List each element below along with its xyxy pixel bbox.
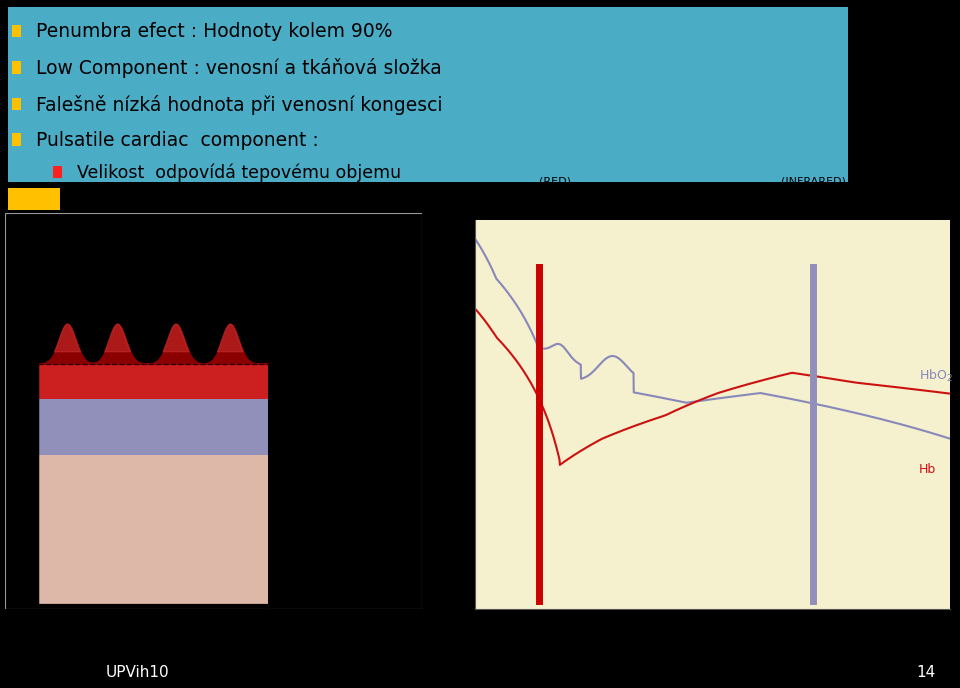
Text: Penumbra efect : Hodnoty kolem 90%: Penumbra efect : Hodnoty kolem 90% xyxy=(36,22,392,41)
Text: (RED)
660nm: (RED) 660nm xyxy=(539,176,578,198)
Text: HbO$_2$: HbO$_2$ xyxy=(919,368,952,385)
Text: Velikost  odpovídá tepovému objemu: Velikost odpovídá tepovému objemu xyxy=(77,164,401,182)
Bar xyxy=(8,7,848,182)
Text: Fig. 1: Fig. 1 xyxy=(38,233,67,243)
Bar xyxy=(38,363,268,399)
Text: Absorption by venous blood: Absorption by venous blood xyxy=(284,422,411,431)
Text: Low Component : venosní a tkáňová složka: Low Component : venosní a tkáňová složka xyxy=(36,58,442,78)
Text: during pulse oximetry: during pulse oximetry xyxy=(38,263,176,272)
Text: 10: 10 xyxy=(458,219,472,230)
Bar xyxy=(12,133,21,146)
Text: Pulsatile cardiac  component :: Pulsatile cardiac component : xyxy=(36,131,319,150)
Bar xyxy=(8,188,60,210)
Text: Time: Time xyxy=(152,623,180,634)
Text: Absorption of light transmitted through the finger: Absorption of light transmitted through … xyxy=(38,247,353,257)
Bar xyxy=(12,25,21,37)
Bar xyxy=(38,399,268,455)
Text: Variable absorption due to
change in volume with each
pulse: Variable absorption due to change in vol… xyxy=(284,317,413,347)
Text: UPVih10: UPVih10 xyxy=(106,665,169,680)
Bar xyxy=(5,213,422,609)
Text: Absorption by arterial blood: Absorption by arterial blood xyxy=(284,377,412,386)
Text: Falešně nízká hodnota při venosní kongesci: Falešně nízká hodnota při venosní konges… xyxy=(36,94,442,115)
Bar xyxy=(12,98,21,110)
Text: Absorption: Absorption xyxy=(11,402,20,459)
Text: 14: 14 xyxy=(917,665,936,680)
Bar xyxy=(38,455,268,605)
Bar xyxy=(12,61,21,74)
Bar xyxy=(53,166,62,178)
Text: Absorption due to tissue: Absorption due to tissue xyxy=(284,525,396,535)
X-axis label: WAVELENGTH (nm): WAVELENGTH (nm) xyxy=(663,633,762,643)
Text: (RED): (RED) xyxy=(522,188,555,198)
Text: Hb: Hb xyxy=(919,463,936,476)
Text: (INFRARED)
910nm: (INFRARED) 910nm xyxy=(780,176,846,198)
